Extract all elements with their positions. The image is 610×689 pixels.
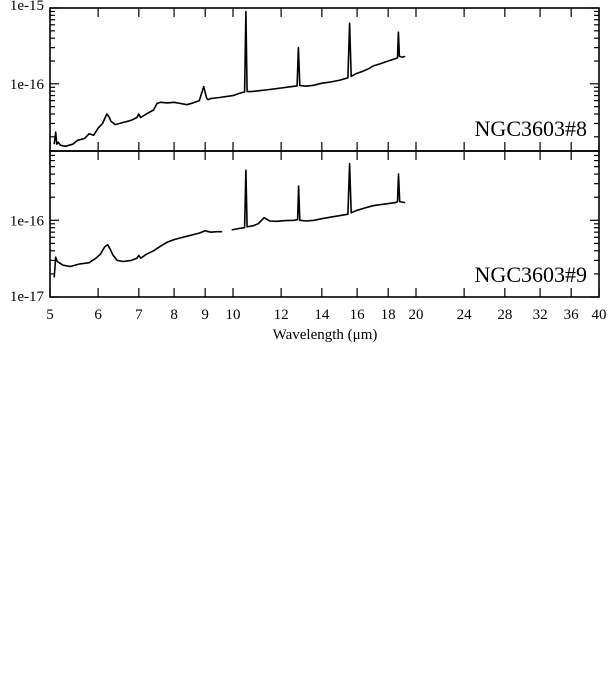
x-axis-tick-labels: 5 6 7 8 9 10 12 14 16 18 20 24 28 32 36 40 (46, 307, 606, 323)
panel-bottom-ticks (49, 150, 600, 298)
x-tick-label: 32 (533, 307, 548, 323)
y-tick-label: 1e-16 (10, 77, 45, 93)
panel-bottom-spectrum (53, 162, 406, 278)
x-tick-label: 5 (46, 307, 54, 323)
panel-top-label: NGC3603#8 (475, 116, 587, 141)
panel-top-spectrum (53, 10, 406, 148)
y-tick-label: 1e-15 (10, 0, 44, 14)
x-tick-label: 28 (497, 307, 512, 323)
spectrum-line (53, 230, 223, 278)
x-tick-label: 20 (409, 307, 424, 323)
x-tick-label: 10 (226, 307, 241, 323)
panel-top-y-tick-labels: 1e-15 1e-16 (10, 0, 45, 93)
spectrum-line (53, 10, 406, 148)
x-tick-label: 14 (314, 307, 330, 323)
x-tick-label: 36 (564, 307, 580, 323)
x-tick-label: 8 (170, 307, 178, 323)
x-tick-label: 24 (457, 307, 473, 323)
x-tick-label: 40 (592, 307, 607, 323)
spectrum-line (231, 162, 406, 231)
x-tick-label: 9 (201, 307, 209, 323)
panel-bottom: 1e-16 1e-17 NGC3603#9 (10, 150, 600, 305)
panel-top-ticks (49, 7, 600, 151)
x-tick-label: 16 (350, 307, 366, 323)
y-tick-label: 1e-16 (10, 213, 45, 229)
x-axis-label: Wavelength (μm) (273, 327, 378, 343)
y-tick-label: 1e-17 (10, 289, 45, 305)
panel-top: 1e-15 1e-16 NGC3603#8 (10, 0, 600, 152)
panel-bottom-label: NGC3603#9 (475, 262, 587, 287)
x-tick-label: 12 (274, 307, 289, 323)
x-tick-label: 7 (135, 307, 143, 323)
x-tick-label: 6 (94, 307, 102, 323)
panel-bottom-y-tick-labels: 1e-16 1e-17 (10, 213, 45, 305)
x-tick-label: 18 (381, 307, 396, 323)
